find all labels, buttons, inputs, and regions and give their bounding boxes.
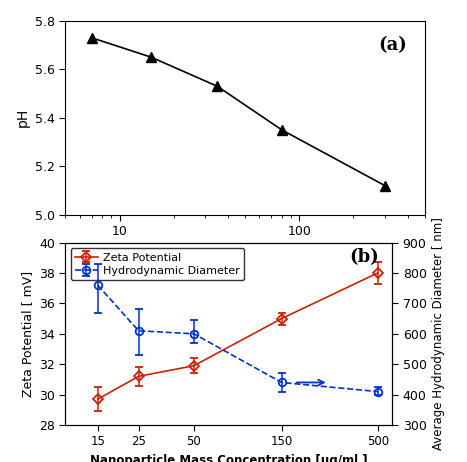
Y-axis label: Average Hydrodynamic Diameter [ nm]: Average Hydrodynamic Diameter [ nm] (432, 217, 445, 450)
Legend: Zeta Potential, Hydrodynamic Diameter: Zeta Potential, Hydrodynamic Diameter (71, 248, 244, 280)
X-axis label: Nanoparticle Mass Concentration [μg/ml ]: Nanoparticle Mass Concentration [μg/ml ] (90, 454, 368, 462)
Y-axis label: pH: pH (15, 108, 29, 128)
Text: (b): (b) (349, 248, 379, 266)
X-axis label: TiO$_2$ Surface Area Concentration [ cm$^2$/ml]: TiO$_2$ Surface Area Concentration [ cm$… (105, 244, 385, 262)
Text: (a): (a) (378, 36, 407, 55)
Y-axis label: Zeta Potential [ mV]: Zeta Potential [ mV] (21, 271, 34, 397)
